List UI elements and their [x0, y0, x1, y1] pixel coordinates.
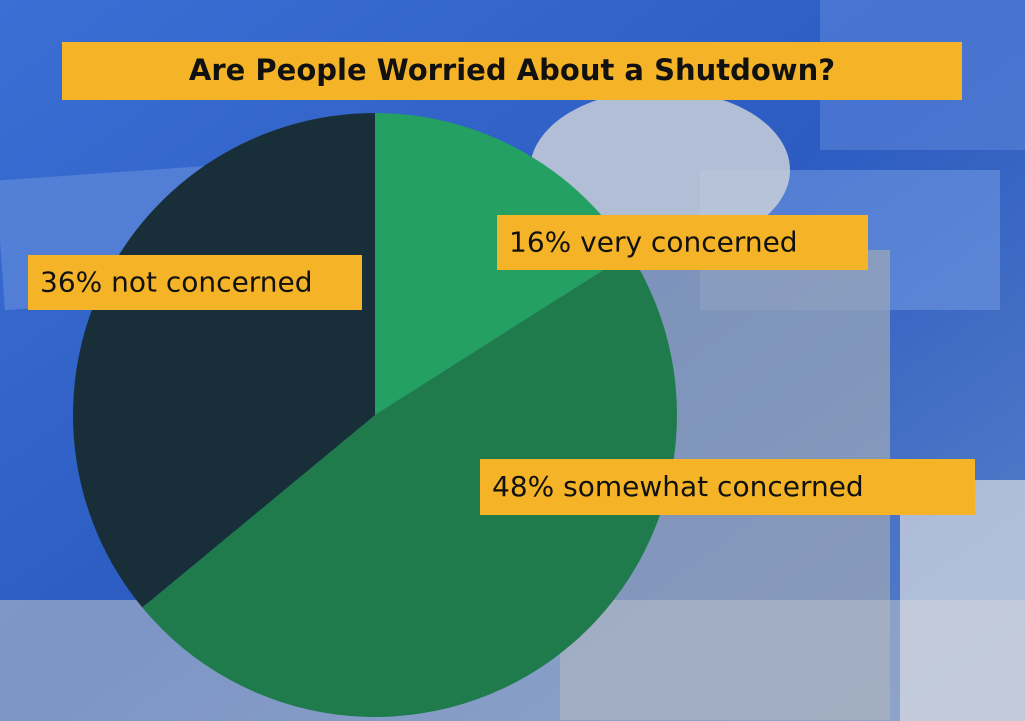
value-label: 48%	[492, 470, 554, 503]
slice-label: 36% not concerned	[40, 266, 313, 299]
category-label: somewhat concerned	[563, 470, 864, 503]
label-box	[28, 255, 362, 310]
category-label	[571, 226, 580, 259]
slice-label: 16% very concerned	[509, 226, 798, 259]
slice-label: 48% somewhat concerned	[492, 470, 864, 503]
labels: 16% very concerned 48% somewhat concerned…	[28, 215, 975, 515]
category-label	[554, 470, 563, 503]
category-label	[102, 266, 111, 299]
value-label: 36%	[40, 266, 102, 299]
label-box	[497, 215, 868, 270]
category-label: not concerned	[111, 266, 312, 299]
chart-title: Are People Worried About a Shutdown?	[189, 53, 835, 87]
pie-slice	[73, 113, 375, 608]
pie	[73, 113, 678, 718]
value-label: 16%	[509, 226, 571, 259]
title-box	[62, 42, 962, 100]
pie-slice	[142, 253, 678, 718]
label-box	[480, 459, 975, 515]
category-label: very concerned	[580, 226, 797, 259]
